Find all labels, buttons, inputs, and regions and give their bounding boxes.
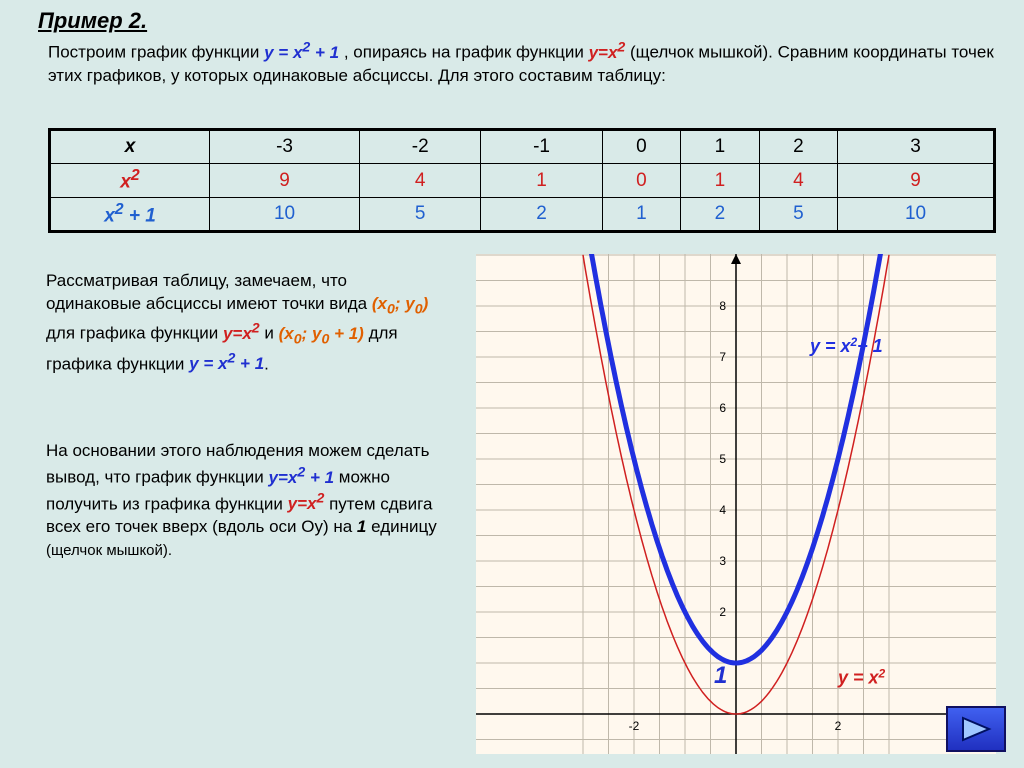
svg-text:6: 6 [719,401,726,415]
svg-text:2: 2 [719,605,726,619]
table-cell: 2 [759,130,837,164]
p1-e: и [264,324,278,343]
p2-fn-red: у=х2 [288,494,325,513]
next-triangle-icon [959,716,993,742]
p1-fn-blue: у = х2 + 1 [189,354,264,373]
table-cell: 9 [838,164,995,198]
p2-h: (щелчок мышкой). [46,542,172,559]
p2-fn-blue: у=х2 + 1 [269,468,335,487]
paragraph-1: Рассматривая таблицу, замечаем, что один… [46,270,446,376]
table-cell: 2 [681,198,759,232]
svg-text:-2: -2 [629,719,640,733]
table-cell: 10 [210,198,360,232]
intro-formula1: у = х2 + 1 [264,43,339,62]
svg-text:7: 7 [719,350,726,364]
p1-i: . [264,354,269,373]
table-cell: 10 [838,198,995,232]
table-row: х2 9 4 1 0 1 4 9 [50,164,995,198]
svg-text:1: 1 [714,662,727,689]
table-cell: 5 [360,198,481,232]
table-cell: -3 [210,130,360,164]
table-cell: 0 [602,130,680,164]
paragraph-2: На основании этого наблюдения можем сдел… [46,440,446,562]
function-chart: -2 2 2 3 4 5 6 7 8 у = х2 у = х2+ 1 1 [476,254,996,754]
table-cell: 1 [681,130,759,164]
table-row: х2 + 1 10 5 2 1 2 5 10 [50,198,995,232]
intro-part1: Построим график функции [48,43,264,62]
table-cell: -1 [481,130,602,164]
svg-text:5: 5 [719,452,726,466]
value-table: х -3 -2 -1 0 1 2 3 х2 9 4 1 0 1 4 9 х2 +… [48,128,996,233]
table-cell: -2 [360,130,481,164]
p1-a: Рассматривая таблицу, замечаем, что один… [46,271,372,313]
next-button[interactable] [946,706,1006,752]
svg-text:3: 3 [719,554,726,568]
svg-text:4: 4 [719,503,726,517]
svg-text:2: 2 [835,719,842,733]
table-cell: 3 [838,130,995,164]
p1-point1: (х0; у0) [372,294,428,313]
row-header-x2p1: х2 + 1 [50,198,210,232]
table-row: х -3 -2 -1 0 1 2 3 [50,130,995,164]
row-header-x: х [50,130,210,164]
p1-fn-red: у=х2 [223,324,260,343]
svg-text:у = х2: у = х2 [837,666,886,687]
svg-text:у = х2+ 1: у = х2+ 1 [809,335,883,356]
table-cell: 4 [360,164,481,198]
table-cell: 1 [602,198,680,232]
p2-one: 1 [357,517,366,536]
intro-formula2: у=х2 [589,43,626,62]
table-cell: 9 [210,164,360,198]
intro-part2: , опираясь на график функции [344,43,589,62]
example-title: Пример 2. [38,8,147,34]
table-cell: 0 [602,164,680,198]
svg-text:8: 8 [719,299,726,313]
p1-point2: (х0; у0 + 1) [279,324,364,343]
p1-c: для графика функции [46,324,223,343]
p2-g: единицу [371,517,437,536]
table-cell: 1 [481,164,602,198]
intro-text: Построим график функции у = х2 + 1 , опи… [48,38,994,88]
table-cell: 4 [759,164,837,198]
table-cell: 5 [759,198,837,232]
table-cell: 2 [481,198,602,232]
table-cell: 1 [681,164,759,198]
row-header-x2: х2 [50,164,210,198]
